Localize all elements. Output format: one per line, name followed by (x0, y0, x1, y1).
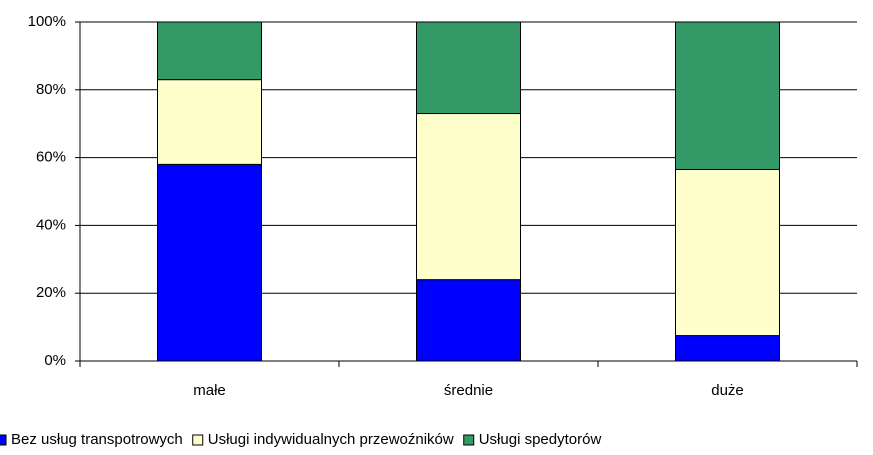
bar-segment (416, 113, 521, 281)
y-tick-label: 40% (36, 216, 66, 233)
bar-segment (157, 79, 262, 165)
y-tick-label: 60% (36, 149, 66, 166)
bar-segment (675, 21, 780, 170)
bar-segment (675, 168, 780, 337)
legend-swatch (0, 434, 7, 446)
x-tick-label: małe (193, 382, 226, 399)
legend-label: Usługi indywidualnych przewoźników (208, 431, 454, 448)
legend-swatch (463, 434, 475, 446)
bar-segment (416, 21, 521, 115)
legend-label: Usługi spedytorów (479, 431, 602, 448)
bar-segment (416, 279, 521, 362)
y-tick-label: 100% (28, 13, 66, 30)
y-tick-label: 0% (44, 352, 66, 369)
legend-label: Bez usług transpotrowych (11, 431, 183, 448)
bar-segment (157, 21, 262, 81)
bar-segment (675, 335, 780, 362)
bar-segment (157, 163, 262, 362)
x-tick-label: duże (711, 382, 744, 399)
y-tick-label: 80% (36, 81, 66, 98)
legend-swatch (192, 434, 204, 446)
y-tick-label: 20% (36, 284, 66, 301)
x-tick-label: średnie (444, 382, 493, 399)
